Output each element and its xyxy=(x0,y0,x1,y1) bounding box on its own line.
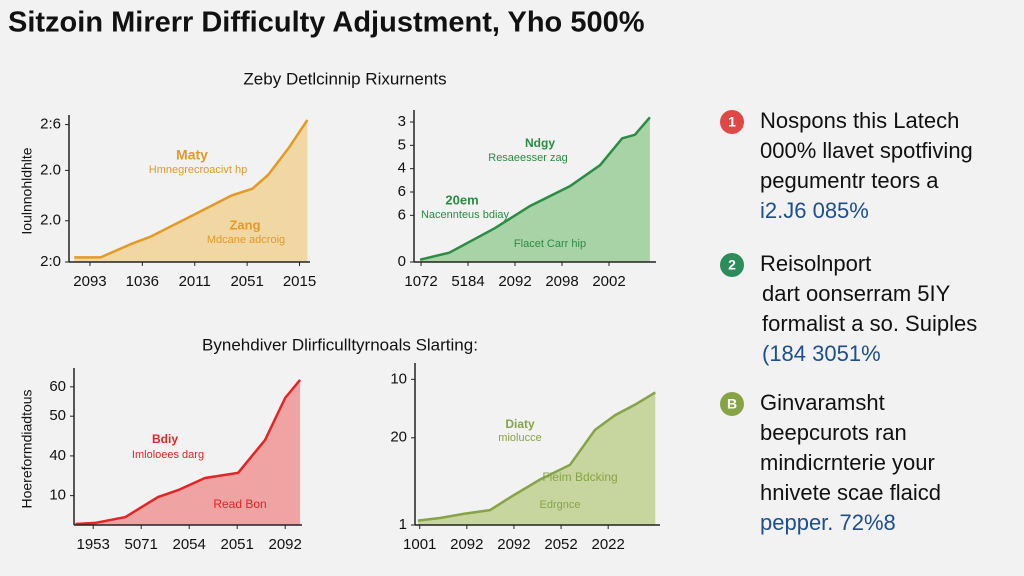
list-text: Reisolnport xyxy=(760,251,871,276)
annotation: Fleim Bdcking xyxy=(542,470,617,484)
annotation: Edrgnce xyxy=(540,499,581,511)
area-fill xyxy=(417,392,656,525)
y-tick-label: 2:6 xyxy=(40,116,61,133)
x-tick-label: 5184 xyxy=(451,273,484,290)
subtitle: Bynehdiver Dlirficulltyrnoals Slarting: xyxy=(202,335,478,354)
list-text: 000% llavet spotfiving xyxy=(760,138,973,163)
area-fill xyxy=(75,379,301,525)
badge-label: 1 xyxy=(728,114,736,130)
badge-label: 2 xyxy=(728,257,736,273)
y-axis-label: Hoereformdiadtous xyxy=(19,389,35,508)
x-tick-label: 2002 xyxy=(592,273,625,290)
y-tick-label: 2:0 xyxy=(40,253,61,270)
list-text: formalist a so. Suiples xyxy=(762,311,977,336)
x-tick-label: 2052 xyxy=(544,536,577,553)
x-tick-label: 2054 xyxy=(173,536,206,553)
annotation: Ndgy xyxy=(525,136,555,150)
y-tick-label: 6 xyxy=(398,206,406,223)
x-tick-label: 2051 xyxy=(221,536,254,553)
y-tick-label: 10 xyxy=(390,370,407,387)
annotation: Imloloees darg xyxy=(132,449,204,461)
annotation: Nacennteus bdiay xyxy=(421,209,510,221)
y-tick-label: 2.0 xyxy=(40,161,61,178)
badge xyxy=(720,110,744,134)
y-tick-label: 60 xyxy=(49,378,66,395)
list-text: hnivete scae flaicd xyxy=(760,480,941,505)
list-text: pegumentr teors a xyxy=(760,168,939,193)
area-fill xyxy=(420,117,650,262)
x-tick-label: 2092 xyxy=(450,536,483,553)
annotation: Hmnegrecroacivt hp xyxy=(149,164,247,176)
list-text: Nospons this Latech xyxy=(760,108,959,133)
y-tick-label: 6 xyxy=(398,183,406,200)
annotation: Mdcane adcroig xyxy=(207,234,285,246)
badge-label: B xyxy=(727,396,737,412)
annotation: Read Bon xyxy=(213,497,266,511)
x-tick-label: 2011 xyxy=(179,273,211,290)
data-line xyxy=(75,379,302,526)
data-line xyxy=(74,119,309,259)
list-text: i2.J6 085% xyxy=(760,198,869,223)
badge xyxy=(720,253,744,277)
y-tick-label: 10 xyxy=(49,487,66,504)
list-text: mindicrnterie your xyxy=(760,450,935,475)
x-tick-label: 5071 xyxy=(125,536,158,553)
subtitle: Zeby Detlcinnip Rixurnents xyxy=(243,69,446,88)
annotation: Bdiy xyxy=(152,432,178,446)
x-tick-label: 2098 xyxy=(545,273,578,290)
x-tick-label: 1036 xyxy=(126,273,159,290)
x-tick-label: 2092 xyxy=(498,273,531,290)
x-tick-label: 2022 xyxy=(591,536,624,553)
x-tick-label: 1072 xyxy=(404,273,437,290)
area-fill xyxy=(74,120,308,262)
annotation: Resaeesser zag xyxy=(488,152,568,164)
y-tick-label: 40 xyxy=(49,447,66,464)
data-line xyxy=(419,116,651,261)
x-tick-label: 2092 xyxy=(497,536,530,553)
y-tick-label: 5 xyxy=(398,136,406,153)
y-tick-label: 50 xyxy=(49,407,66,424)
annotation: Zang xyxy=(229,217,260,232)
title: Sitzoin Mirerr Difficulty Adjustment, Yh… xyxy=(8,7,645,39)
x-tick-label: 2015 xyxy=(283,273,316,290)
annotation: Maty xyxy=(176,147,208,163)
y-tick-label: 0 xyxy=(398,253,406,270)
x-tick-label: 1001 xyxy=(403,536,436,553)
list-text: pepper. 72%8 xyxy=(760,510,896,535)
annotation: 20em xyxy=(445,192,478,207)
list-text: Ginvaramsht xyxy=(760,390,885,415)
y-axis-label: Ioulnnohldhlte xyxy=(19,147,35,234)
badge xyxy=(720,392,744,416)
x-tick-label: 2092 xyxy=(269,536,302,553)
annotation: Flacet Carr hip xyxy=(514,238,586,250)
annotation: Diaty xyxy=(505,417,535,431)
data-line xyxy=(417,391,656,522)
x-tick-label: 2093 xyxy=(73,273,106,290)
list-text: beepcurots ran xyxy=(760,420,907,445)
y-tick-label: 1 xyxy=(399,516,407,533)
list-text: (184 3051% xyxy=(762,341,881,366)
list-text: dart oonserram 5IY xyxy=(762,281,951,306)
y-tick-label: 4 xyxy=(398,160,406,177)
y-tick-label: 20 xyxy=(390,429,407,446)
x-tick-label: 2051 xyxy=(230,273,263,290)
annotation: miolucce xyxy=(498,432,541,444)
x-tick-label: 1953 xyxy=(77,536,110,553)
y-tick-label: 3 xyxy=(398,113,406,130)
y-tick-label: 2.0 xyxy=(40,212,61,229)
